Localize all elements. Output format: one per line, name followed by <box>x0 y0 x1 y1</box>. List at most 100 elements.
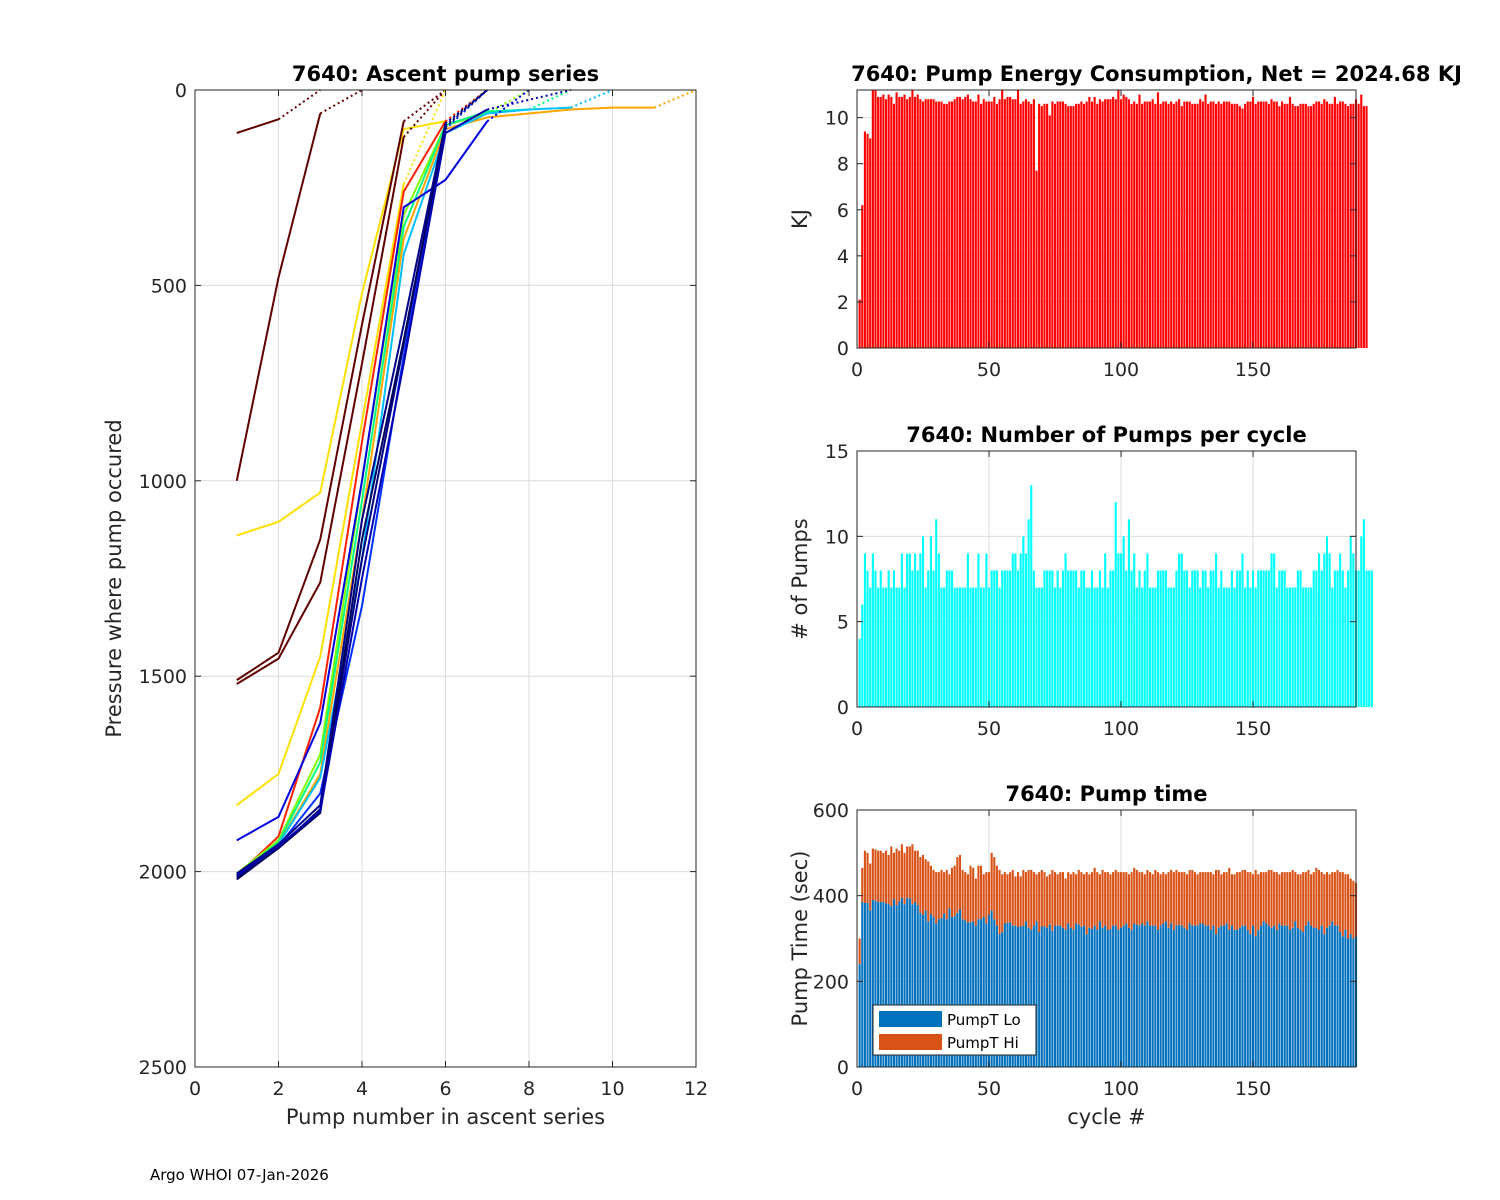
bar <box>1130 103 1133 348</box>
bar-pumpt-hi <box>1093 867 1096 926</box>
bar-pumpt-lo <box>1024 921 1028 1067</box>
bar-pumpt-lo <box>898 901 901 1067</box>
bar-pumpt-hi <box>1178 872 1181 925</box>
bar-pumpt-hi <box>1270 869 1273 928</box>
bar-pumpt-lo <box>987 914 991 1067</box>
bar-pumpt-hi <box>1204 872 1207 926</box>
bar <box>998 587 1001 707</box>
bar <box>1228 101 1231 349</box>
bar-pumpt-hi <box>921 854 925 915</box>
bar <box>1267 103 1270 348</box>
bar <box>1061 570 1064 707</box>
bar-pumpt-hi <box>932 869 935 918</box>
bar-pumpt-hi <box>935 872 938 924</box>
bar-pumpt-lo <box>1180 925 1183 1067</box>
bar <box>987 587 991 707</box>
bar <box>1154 103 1157 348</box>
bar-pumpt-lo <box>1130 929 1133 1067</box>
y-tick-label: 1000 <box>139 471 187 493</box>
bar <box>940 587 943 707</box>
bar <box>1064 103 1067 348</box>
bar <box>1162 101 1165 349</box>
bar-pumpt-hi <box>874 849 877 901</box>
bar-pumpt-lo <box>1072 929 1075 1067</box>
bar <box>1217 101 1220 349</box>
y-tick-label: 5 <box>837 612 849 634</box>
bar <box>1315 570 1318 707</box>
bar <box>993 570 996 707</box>
bar <box>1193 103 1197 348</box>
bar <box>1265 101 1268 349</box>
series-surface-segment <box>277 89 321 121</box>
bar <box>863 553 866 707</box>
bar-pumpt-hi <box>1038 872 1041 933</box>
bar-pumpt-lo <box>1114 925 1117 1067</box>
bar <box>1133 553 1136 707</box>
bar <box>1156 92 1160 348</box>
x-tick-label: 6 <box>439 1078 451 1100</box>
bar-pumpt-lo <box>1228 929 1231 1067</box>
bar-pumpt-hi <box>972 867 975 922</box>
bar-pumpt-hi <box>1244 869 1247 926</box>
bar <box>1077 103 1080 348</box>
bar-pumpt-lo <box>1249 934 1252 1067</box>
bar <box>924 587 927 707</box>
bar <box>1048 115 1051 348</box>
bar <box>916 94 919 348</box>
bar-pumpt-lo <box>1191 925 1194 1067</box>
bar <box>1085 587 1088 707</box>
bar-pumpt-lo <box>1162 923 1165 1067</box>
bar-pumpt-lo <box>995 925 998 1067</box>
y-tick-label: 4 <box>837 246 849 268</box>
footer-credit: Argo WHOI 07-Jan-2026 <box>150 1166 329 1184</box>
bar-pumpt-hi <box>1130 872 1133 930</box>
bar <box>1331 587 1334 707</box>
bar-pumpt-hi <box>1114 869 1117 926</box>
series-surface-segment <box>444 89 488 123</box>
bar-pumpt-hi <box>1043 872 1046 927</box>
bar <box>1101 101 1104 349</box>
bar-pumpt-lo <box>1320 925 1323 1067</box>
bar <box>1109 570 1112 707</box>
bar-pumpt-hi <box>1172 872 1175 930</box>
bar-pumpt-hi <box>1151 874 1154 926</box>
bar <box>871 553 874 707</box>
bar <box>1022 101 1025 349</box>
bar <box>1143 570 1146 707</box>
bar <box>1201 570 1204 707</box>
bar-pumpt-lo <box>964 920 967 1067</box>
bar-pumpt-lo <box>1138 925 1141 1067</box>
bar <box>900 553 903 707</box>
x-tick-label: 10 <box>600 1078 624 1100</box>
bar <box>1362 106 1365 348</box>
bar <box>1230 570 1233 707</box>
bar <box>1035 170 1038 348</box>
bar <box>1117 553 1120 707</box>
bar <box>935 519 938 707</box>
bar-pumpt-hi <box>1011 869 1014 926</box>
bar-pumpt-lo <box>919 912 922 1067</box>
bar <box>1069 106 1072 348</box>
bar <box>1175 570 1178 707</box>
bar <box>1236 103 1239 348</box>
series-surface-segment <box>528 89 572 111</box>
chart-pumps: 0 50 100 150 0 5 10 15 7640: Number of Pumps per… <box>788 423 1373 740</box>
bar <box>1106 587 1109 707</box>
legend-label: PumpT Lo <box>947 1011 1021 1029</box>
bar <box>858 638 861 707</box>
bar <box>1286 587 1289 707</box>
bar <box>1315 101 1318 349</box>
bar-pumpt-hi <box>1080 872 1083 927</box>
bar <box>1352 553 1355 707</box>
bar-pumpt-hi <box>1225 872 1228 924</box>
bar-pumpt-lo <box>916 905 919 1067</box>
bar <box>1196 570 1199 707</box>
bar <box>932 99 935 348</box>
bar <box>1027 101 1030 349</box>
bar <box>892 570 896 707</box>
bar-pumpt-lo <box>1085 934 1088 1067</box>
bar <box>1090 101 1094 349</box>
bar-pumpt-lo <box>1273 925 1276 1067</box>
bar <box>1230 103 1233 348</box>
bar <box>1349 103 1352 348</box>
